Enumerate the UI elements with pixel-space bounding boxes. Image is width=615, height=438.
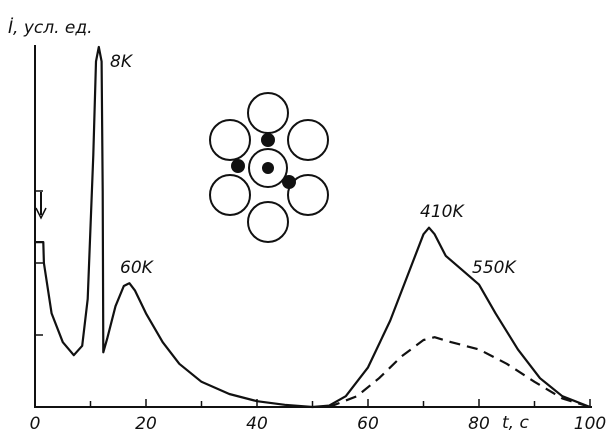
annotation: 8K bbox=[110, 52, 134, 72]
molecule-diagram bbox=[209, 92, 329, 243]
x-axis-label: t, c bbox=[502, 413, 529, 433]
curve bbox=[328, 336, 591, 409]
curve bbox=[35, 45, 591, 409]
annotation: 550K bbox=[472, 258, 517, 278]
annotation: 410K bbox=[420, 202, 465, 222]
x-tick-label: 20 bbox=[135, 414, 157, 434]
y-axis-label: İ, усл. ед. bbox=[8, 17, 93, 38]
arrow bbox=[35, 192, 47, 220]
x-tick-label: 80 bbox=[468, 414, 490, 434]
x-tick-label: 0 bbox=[30, 414, 41, 434]
x-tick-label: 60 bbox=[357, 414, 379, 434]
x-tick-label: 100 bbox=[574, 414, 606, 434]
annotation: 60K bbox=[120, 258, 155, 278]
x-tick-label: 40 bbox=[246, 414, 268, 434]
